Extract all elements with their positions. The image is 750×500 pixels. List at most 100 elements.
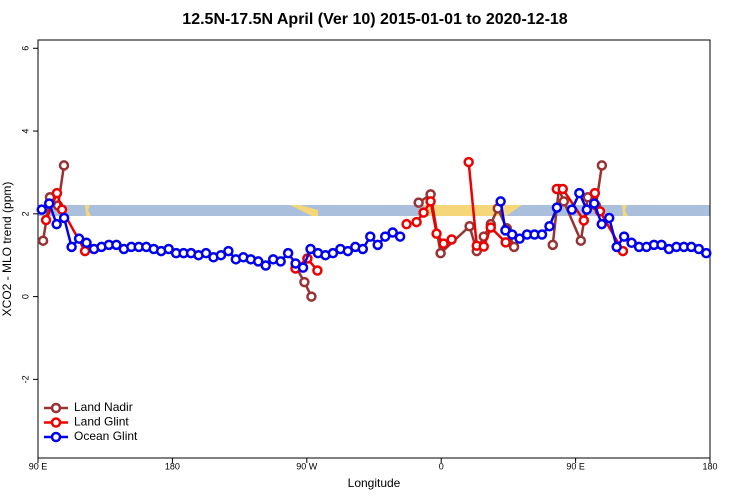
data-point — [379, 231, 391, 242]
data-point — [557, 183, 569, 195]
x-tick-label: 180 — [165, 461, 180, 471]
data-point — [514, 233, 525, 244]
x-axis-label: Longitude — [348, 476, 401, 490]
data-point — [79, 245, 91, 257]
data-point — [485, 222, 497, 233]
data-point — [589, 187, 601, 199]
data-point — [312, 265, 323, 276]
data-point — [36, 204, 47, 215]
data-point — [500, 237, 511, 248]
y-tick-label: 0 — [20, 294, 30, 299]
data-point — [200, 247, 212, 259]
data-point — [290, 258, 301, 269]
data-point — [425, 196, 436, 207]
land-band — [290, 205, 318, 216]
data-point — [253, 256, 264, 267]
data-point — [495, 196, 506, 207]
data-point — [51, 218, 62, 230]
data-point — [656, 239, 667, 251]
series-line — [40, 190, 707, 270]
data-point — [43, 198, 55, 209]
data-point — [66, 241, 77, 253]
x-tick-label: 90 W — [296, 461, 318, 471]
data-point — [40, 214, 52, 226]
y-tick-label: -2 — [20, 375, 30, 383]
data-point — [163, 243, 174, 255]
data-point — [701, 247, 712, 259]
data-point — [558, 196, 570, 207]
data-point — [275, 256, 286, 267]
data-point — [547, 239, 559, 251]
data-point — [431, 228, 442, 239]
data-point — [536, 229, 548, 240]
data-point — [463, 156, 474, 168]
data-point — [435, 247, 446, 259]
data-point — [223, 245, 234, 257]
data-point — [589, 198, 600, 209]
data-point — [506, 229, 518, 240]
data-point — [56, 204, 68, 215]
data-point — [508, 241, 520, 253]
data-point — [357, 243, 369, 255]
legend-label: Land Nadir — [74, 400, 133, 414]
data-point — [626, 237, 637, 249]
y-tick-label: 2 — [20, 211, 30, 216]
data-point — [327, 247, 339, 259]
data-point — [411, 216, 422, 228]
data-point — [387, 227, 398, 238]
data-point — [299, 276, 310, 288]
legend-label: Ocean Glint — [74, 429, 138, 443]
data-point — [372, 239, 383, 251]
data-point — [342, 245, 354, 257]
data-point — [394, 231, 406, 242]
x-tick-label: 90 E — [29, 461, 48, 471]
data-point — [51, 187, 63, 199]
land-band — [622, 205, 628, 216]
data-point — [596, 218, 607, 230]
data-point — [73, 233, 85, 244]
data-point — [581, 204, 593, 215]
data-point — [81, 237, 92, 249]
data-point — [438, 238, 449, 249]
legend-marker — [50, 402, 62, 414]
data-point — [401, 218, 412, 230]
data-point — [618, 231, 630, 242]
data-point — [478, 241, 490, 252]
data-point — [464, 220, 475, 232]
series-line — [41, 165, 604, 298]
data-point — [37, 235, 49, 246]
data-point — [306, 291, 317, 302]
data-point — [603, 212, 615, 224]
data-point — [215, 249, 227, 261]
data-point — [551, 202, 563, 213]
x-tick-label: 90 E — [566, 461, 585, 471]
data-point — [58, 212, 70, 224]
data-point — [297, 262, 309, 273]
y-tick-label: 6 — [20, 46, 30, 51]
data-point — [58, 160, 70, 171]
y-tick-label: 4 — [20, 129, 30, 134]
data-point — [365, 231, 376, 242]
plot-frame — [37, 39, 711, 459]
data-point — [260, 260, 271, 271]
legend-label: Land Glint — [74, 415, 129, 429]
data-point — [305, 243, 316, 255]
data-point — [575, 235, 587, 246]
data-point — [282, 247, 294, 259]
data-point — [578, 215, 590, 226]
data-point — [413, 197, 424, 208]
chart-title: 12.5N-17.5N April (Ver 10) 2015-01-01 to… — [182, 11, 568, 28]
x-tick-label: 0 — [439, 461, 444, 471]
data-point — [544, 220, 555, 232]
data-point — [446, 234, 457, 245]
data-point — [693, 243, 705, 255]
data-point — [418, 207, 429, 218]
data-point — [111, 239, 122, 251]
data-point — [611, 241, 622, 253]
data-point — [574, 187, 585, 199]
data-point — [596, 160, 608, 171]
legend-marker — [50, 417, 62, 428]
x-tick-label: 180 — [702, 461, 717, 471]
